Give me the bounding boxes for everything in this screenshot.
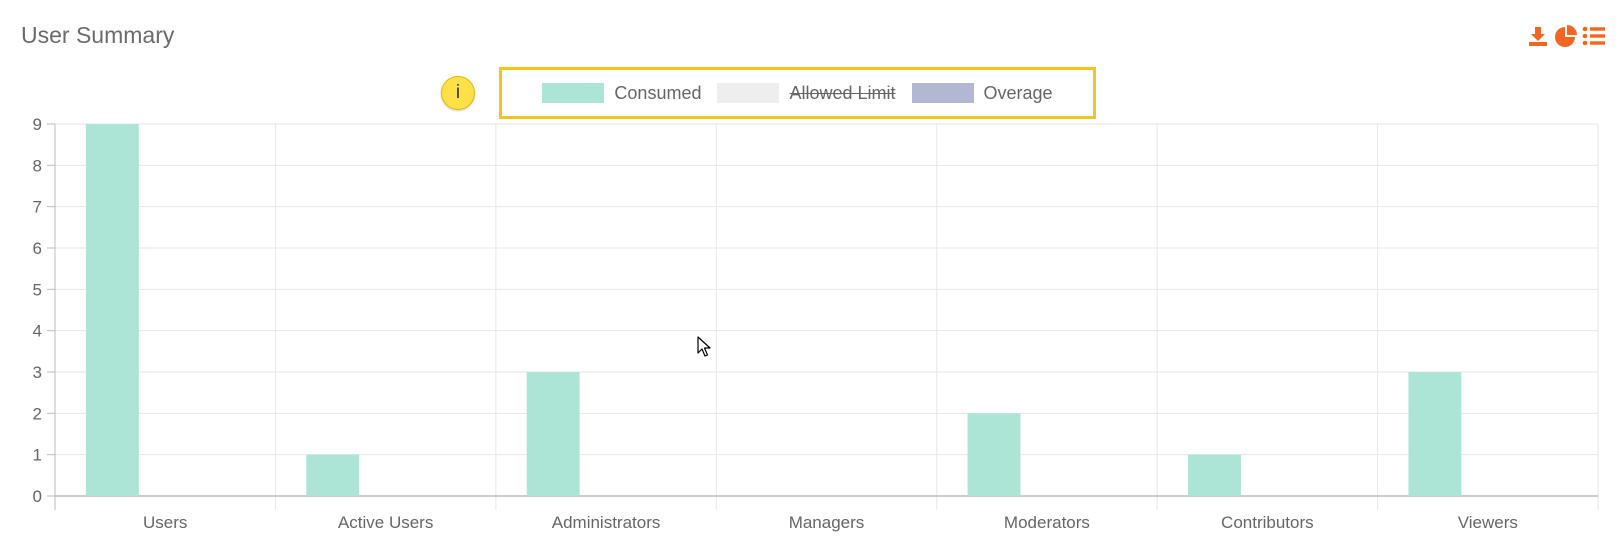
y-tick-label: 4 xyxy=(33,322,42,341)
mouse-cursor-icon xyxy=(697,336,711,363)
download-icon[interactable] xyxy=(1526,24,1550,48)
legend-label: Allowed Limit xyxy=(789,82,896,103)
y-tick-label: 2 xyxy=(33,404,42,423)
legend-item-consumed[interactable]: Consumed xyxy=(542,83,701,104)
y-tick-label: 0 xyxy=(33,487,42,506)
y-tick-label: 5 xyxy=(33,280,42,299)
list-icon[interactable] xyxy=(1582,24,1606,48)
x-tick-label: Moderators xyxy=(1004,513,1090,532)
x-tick-label: Administrators xyxy=(552,513,661,532)
x-tick-label: Managers xyxy=(789,513,865,532)
bar-consumed xyxy=(85,124,139,496)
chart-toolbar xyxy=(1526,24,1606,48)
bar-consumed xyxy=(1408,372,1462,496)
legend-swatch-overage xyxy=(911,83,974,103)
page-title: User Summary xyxy=(21,22,175,48)
y-tick-label: 3 xyxy=(33,363,42,382)
legend-swatch-allowed-limit xyxy=(717,83,780,103)
y-tick-label: 1 xyxy=(33,446,42,465)
legend-item-allowed-limit[interactable]: Allowed Limit xyxy=(717,82,896,104)
x-tick-label: Contributors xyxy=(1221,513,1314,532)
x-tick-label: Active Users xyxy=(338,513,433,532)
pie-chart-icon[interactable] xyxy=(1554,24,1578,48)
legend-swatch-consumed xyxy=(542,83,605,103)
legend-item-overage[interactable]: Overage xyxy=(911,82,1053,104)
bar-consumed xyxy=(526,372,580,496)
chart-legend: Consumed Allowed Limit Overage xyxy=(499,67,1096,119)
info-icon[interactable]: i xyxy=(441,76,475,110)
y-tick-label: 8 xyxy=(33,156,42,175)
bar-consumed xyxy=(967,413,1021,496)
x-tick-label: Viewers xyxy=(1458,513,1518,532)
y-tick-label: 6 xyxy=(33,239,42,258)
bar-consumed xyxy=(1188,454,1241,496)
x-tick-label: Users xyxy=(143,513,187,532)
bar-consumed xyxy=(306,454,360,496)
legend-label: Consumed xyxy=(614,82,702,103)
legend-label: Overage xyxy=(983,82,1053,103)
y-tick-label: 7 xyxy=(33,198,42,217)
y-tick-label: 9 xyxy=(33,115,42,134)
